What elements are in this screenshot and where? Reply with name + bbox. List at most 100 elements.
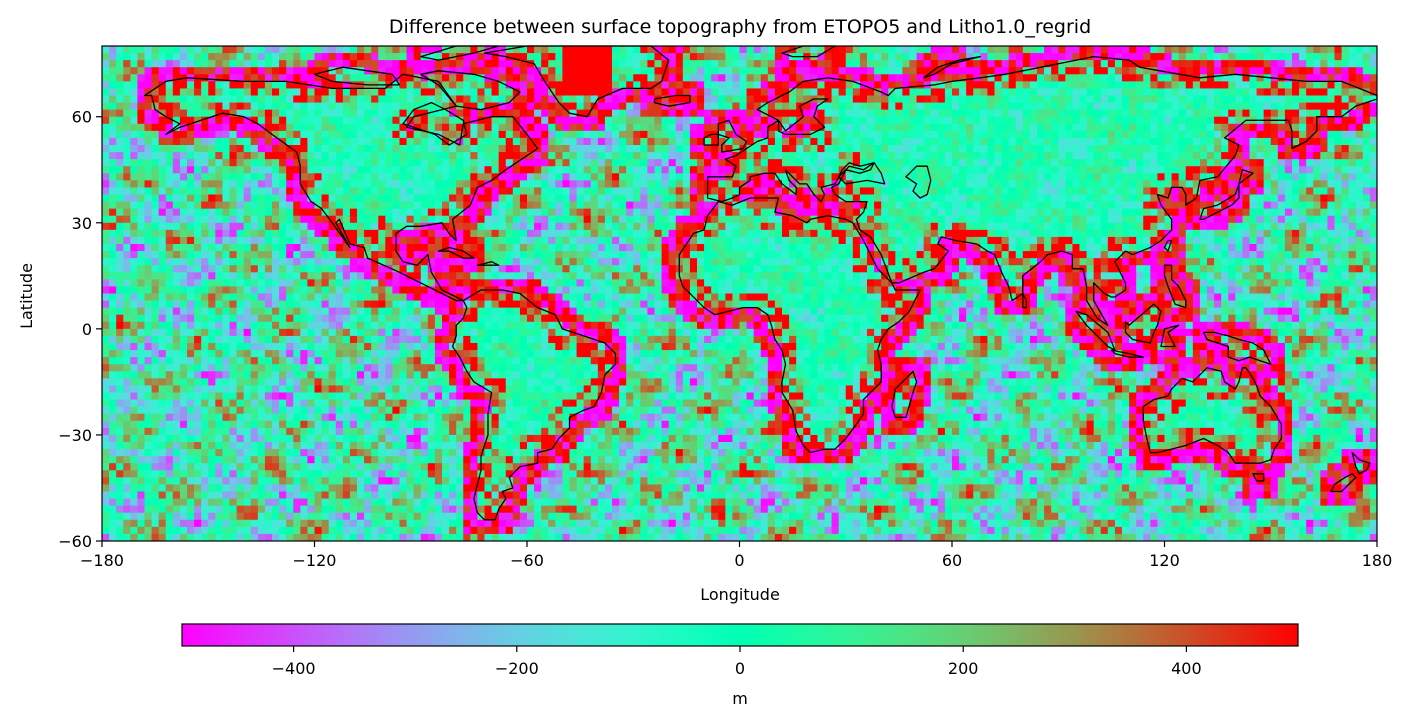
heatmap-cell bbox=[917, 103, 924, 110]
heatmap-cell bbox=[336, 202, 343, 209]
heatmap-cell bbox=[577, 74, 584, 81]
heatmap-cell bbox=[924, 110, 931, 117]
heatmap-cell bbox=[973, 60, 980, 67]
heatmap-cell bbox=[109, 67, 116, 74]
heatmap-cell bbox=[180, 88, 187, 95]
heatmap-cell bbox=[591, 124, 598, 131]
heatmap-cell bbox=[470, 216, 477, 223]
heatmap-cell bbox=[1370, 223, 1377, 230]
heatmap-cell bbox=[768, 138, 775, 145]
heatmap-cell bbox=[414, 96, 421, 103]
heatmap-cell bbox=[485, 159, 492, 166]
heatmap-cell bbox=[1058, 223, 1065, 230]
heatmap-cell bbox=[697, 216, 704, 223]
heatmap-cell bbox=[1228, 216, 1235, 223]
heatmap-cell bbox=[1235, 96, 1242, 103]
heatmap-cell bbox=[1320, 60, 1327, 67]
heatmap-cell bbox=[817, 202, 824, 209]
heatmap-cell bbox=[343, 159, 350, 166]
heatmap-cell bbox=[463, 166, 470, 173]
heatmap-cell bbox=[669, 88, 676, 95]
heatmap-cell bbox=[329, 166, 336, 173]
heatmap-cell bbox=[888, 166, 895, 173]
heatmap-cell bbox=[796, 187, 803, 194]
heatmap-cell bbox=[945, 110, 952, 117]
heatmap-cell bbox=[123, 110, 130, 117]
heatmap-cell bbox=[329, 202, 336, 209]
heatmap-cell bbox=[959, 131, 966, 138]
heatmap-cell bbox=[279, 131, 286, 138]
heatmap-cell bbox=[1037, 131, 1044, 138]
heatmap-cell bbox=[1342, 187, 1349, 194]
heatmap-cell bbox=[938, 159, 945, 166]
heatmap-cell bbox=[477, 110, 484, 117]
heatmap-cell bbox=[534, 202, 541, 209]
heatmap-cell bbox=[1327, 124, 1334, 131]
heatmap-cell bbox=[1058, 187, 1065, 194]
heatmap-cell bbox=[562, 145, 569, 152]
heatmap-cell bbox=[286, 124, 293, 131]
heatmap-cell bbox=[754, 237, 761, 244]
heatmap-cell bbox=[222, 173, 229, 180]
heatmap-cell bbox=[230, 81, 237, 88]
heatmap-cell bbox=[1023, 209, 1030, 216]
heatmap-cell bbox=[1080, 230, 1087, 237]
heatmap-cell bbox=[1037, 159, 1044, 166]
heatmap-cell bbox=[817, 88, 824, 95]
heatmap-cell bbox=[265, 74, 272, 81]
heatmap-cell bbox=[1065, 81, 1072, 88]
heatmap-cell bbox=[1285, 209, 1292, 216]
heatmap-cell bbox=[902, 187, 909, 194]
heatmap-cell bbox=[1051, 131, 1058, 138]
heatmap-cell bbox=[166, 216, 173, 223]
heatmap-cell bbox=[1044, 53, 1051, 60]
heatmap-cell bbox=[1264, 60, 1271, 67]
heatmap-cell bbox=[364, 117, 371, 124]
heatmap-cell bbox=[485, 110, 492, 117]
heatmap-cell bbox=[1271, 138, 1278, 145]
heatmap-cell bbox=[669, 223, 676, 230]
heatmap-cell bbox=[1179, 166, 1186, 173]
heatmap-cell bbox=[329, 124, 336, 131]
heatmap-cell bbox=[1327, 81, 1334, 88]
heatmap-cell bbox=[336, 60, 343, 67]
heatmap-cell bbox=[428, 187, 435, 194]
heatmap-cell bbox=[137, 202, 144, 209]
heatmap-cell bbox=[258, 138, 265, 145]
heatmap-cell bbox=[626, 67, 633, 74]
heatmap-cell bbox=[350, 124, 357, 131]
heatmap-cell bbox=[1179, 223, 1186, 230]
heatmap-cell bbox=[548, 166, 555, 173]
heatmap-cell bbox=[640, 117, 647, 124]
heatmap-cell bbox=[421, 117, 428, 124]
heatmap-cell bbox=[1179, 131, 1186, 138]
heatmap-cell bbox=[711, 230, 718, 237]
heatmap-cell bbox=[1101, 138, 1108, 145]
heatmap-cell bbox=[1157, 124, 1164, 131]
heatmap-cell bbox=[1214, 110, 1221, 117]
heatmap-cell bbox=[130, 159, 137, 166]
heatmap-cell bbox=[258, 53, 265, 60]
heatmap-cell bbox=[1157, 173, 1164, 180]
heatmap-cell bbox=[612, 209, 619, 216]
heatmap-cell bbox=[853, 202, 860, 209]
heatmap-cell bbox=[555, 173, 562, 180]
heatmap-cell bbox=[1165, 74, 1172, 81]
heatmap-cell bbox=[1271, 53, 1278, 60]
heatmap-cell bbox=[392, 138, 399, 145]
heatmap-cell bbox=[1292, 124, 1299, 131]
heatmap-cell bbox=[258, 195, 265, 202]
heatmap-cell bbox=[272, 110, 279, 117]
heatmap-cell bbox=[1023, 88, 1030, 95]
heatmap-cell bbox=[499, 60, 506, 67]
heatmap-cell bbox=[662, 216, 669, 223]
heatmap-cell bbox=[874, 195, 881, 202]
heatmap-cell bbox=[825, 138, 832, 145]
heatmap-cell bbox=[145, 96, 152, 103]
heatmap-cell bbox=[463, 173, 470, 180]
heatmap-cell bbox=[343, 124, 350, 131]
heatmap-cell bbox=[640, 216, 647, 223]
heatmap-cell bbox=[662, 117, 669, 124]
heatmap-cell bbox=[584, 237, 591, 244]
heatmap-cell bbox=[1023, 138, 1030, 145]
